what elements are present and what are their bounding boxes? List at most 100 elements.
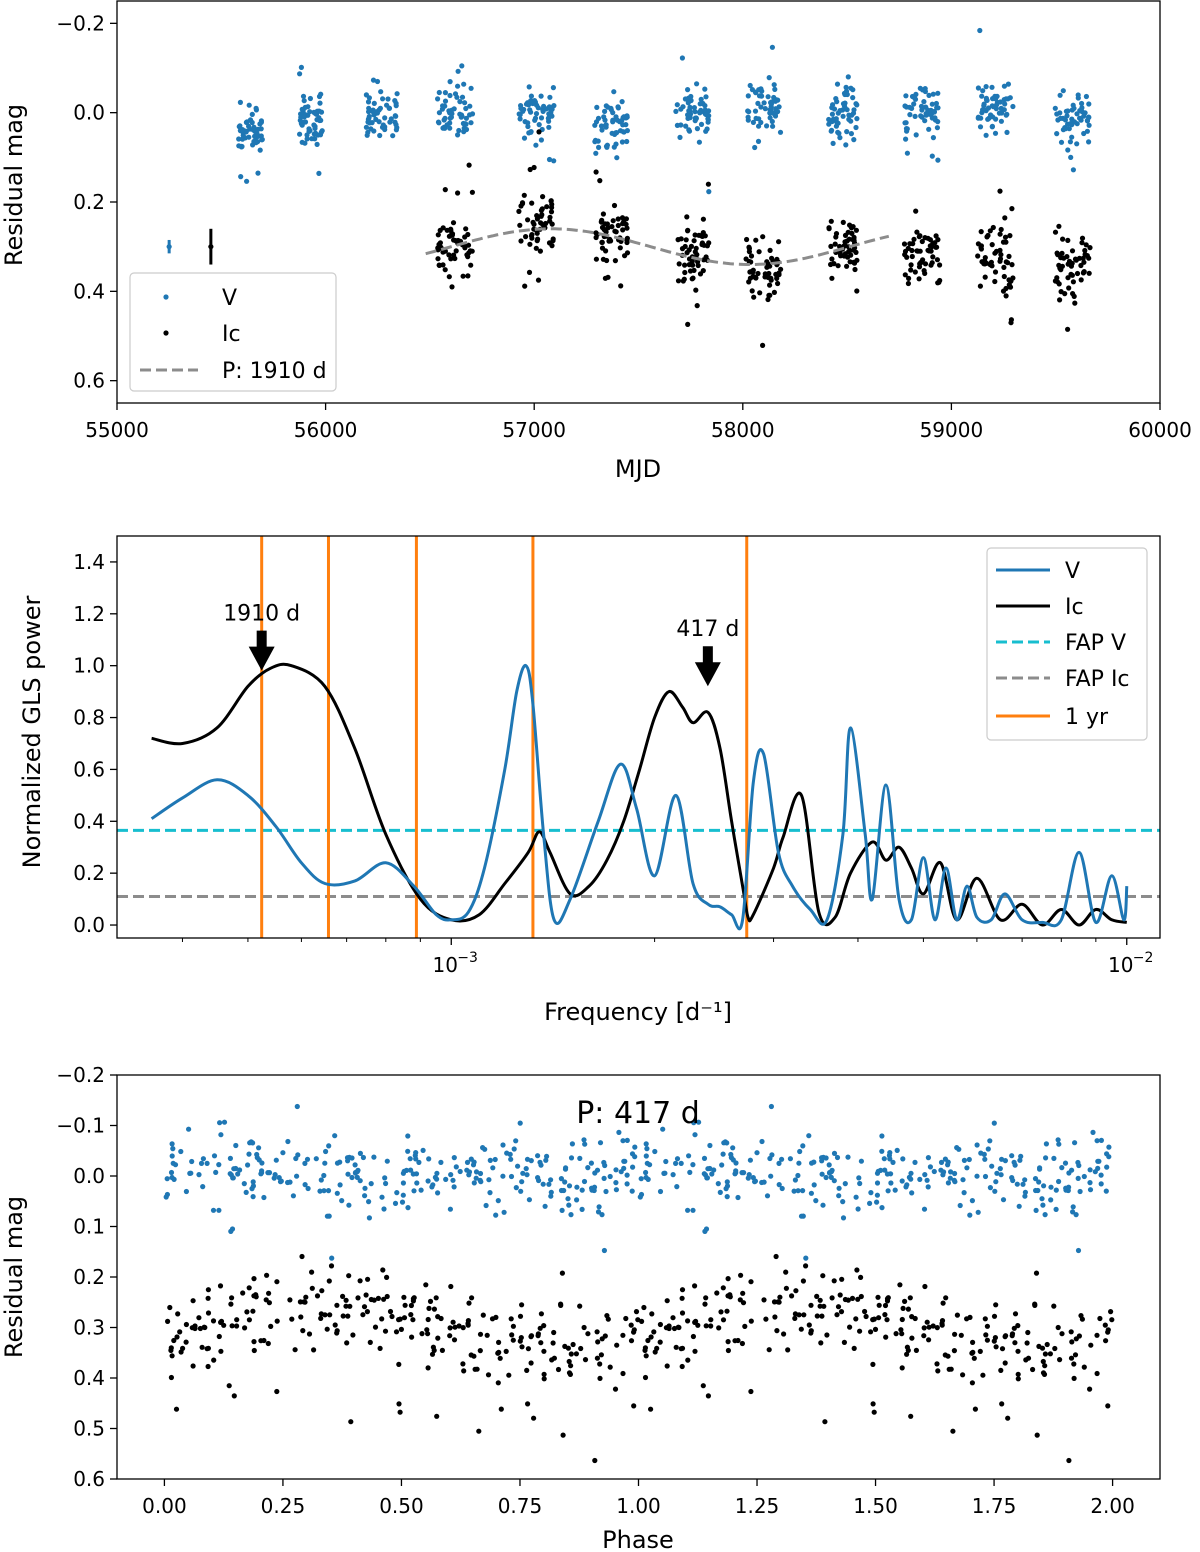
p3-v-point bbox=[513, 1185, 519, 1191]
p3-ic-point bbox=[570, 1341, 576, 1348]
p3-v-point bbox=[229, 1226, 236, 1232]
p3-ic-point bbox=[783, 1285, 790, 1291]
p3-ic-point bbox=[517, 1313, 524, 1319]
p3-v-point bbox=[601, 1159, 607, 1166]
p3-ic-point bbox=[347, 1303, 353, 1309]
p3-v-point bbox=[643, 1169, 649, 1176]
p3-v-point bbox=[1043, 1141, 1049, 1147]
p3-v-point bbox=[276, 1175, 282, 1181]
p1-ic-point bbox=[521, 192, 527, 198]
p3-ic-point bbox=[817, 1297, 823, 1303]
p3-ic-point bbox=[909, 1314, 915, 1320]
p2-arrow-1 bbox=[694, 646, 721, 687]
p3-v-point bbox=[443, 1176, 449, 1182]
p1-ic-point bbox=[468, 262, 474, 268]
p3-ic-point bbox=[495, 1350, 501, 1356]
p1-v-point bbox=[993, 116, 999, 122]
panel-phase-folded: 0.00 0.25 0.50 0.75 1.00 1.25 1.50 1.75 2.00−0.2… bbox=[0, 1063, 1161, 1552]
p3-v-point bbox=[1014, 1181, 1020, 1187]
p3-v-point bbox=[495, 1198, 501, 1204]
p1-v-point bbox=[843, 142, 849, 148]
p3-v-point bbox=[874, 1192, 881, 1198]
p1-v-point bbox=[1002, 101, 1008, 107]
p1-v-point bbox=[455, 132, 461, 138]
p1-ic-point bbox=[693, 287, 699, 293]
p1-v-point bbox=[459, 94, 466, 100]
p1-ic-point bbox=[1082, 247, 1088, 254]
p3-v-point bbox=[925, 1184, 931, 1190]
p3-v-point bbox=[302, 1182, 308, 1188]
p1-ic-point bbox=[829, 275, 835, 281]
p3-v-point bbox=[548, 1189, 554, 1195]
p1-v-point bbox=[249, 119, 255, 126]
p3-v-point bbox=[1048, 1197, 1054, 1203]
p3-ic-point bbox=[264, 1272, 270, 1278]
p3-ic-point bbox=[645, 1337, 651, 1344]
p3-ic-point bbox=[408, 1302, 414, 1309]
p3-v-point bbox=[638, 1176, 644, 1182]
p3-ic-point bbox=[1025, 1355, 1032, 1361]
p3-v-point bbox=[754, 1150, 760, 1156]
p3-ic-point bbox=[541, 1371, 547, 1377]
p2-ylabel: Normalized GLS power bbox=[18, 596, 46, 869]
p1-ic-point bbox=[746, 245, 753, 252]
p3-v-point bbox=[704, 1175, 710, 1181]
p1-ic-point bbox=[549, 221, 555, 227]
p1-v-point bbox=[933, 100, 940, 107]
p3-v-point bbox=[1098, 1137, 1104, 1143]
p1-v-point bbox=[1060, 88, 1066, 94]
p1-v-point bbox=[611, 144, 617, 150]
p3-ic-point bbox=[922, 1283, 928, 1290]
p1-v-point bbox=[623, 122, 629, 128]
p3-v-point bbox=[768, 1103, 775, 1110]
p3-v-point bbox=[884, 1171, 891, 1177]
p1-ic-point bbox=[998, 252, 1004, 258]
p3-ic-point bbox=[435, 1314, 441, 1320]
p1-v-point bbox=[1068, 154, 1074, 160]
p1-ic-point bbox=[1009, 262, 1015, 268]
p3-v-point bbox=[1032, 1176, 1039, 1182]
p3-ic-point bbox=[171, 1337, 177, 1344]
p3-v-point bbox=[961, 1157, 968, 1163]
p3-v-point bbox=[339, 1198, 345, 1204]
p1-ic-point bbox=[608, 238, 614, 244]
p3-ic-point bbox=[899, 1316, 905, 1323]
p1-ic-point bbox=[549, 243, 555, 249]
p3-v-point bbox=[733, 1160, 739, 1166]
p1-ic-point bbox=[765, 296, 771, 303]
p3-ic-point bbox=[169, 1353, 175, 1359]
p1-ic-point bbox=[831, 261, 837, 267]
p3-ic-point bbox=[229, 1295, 235, 1301]
p1-ic-point bbox=[466, 162, 472, 168]
p1-ic-point bbox=[1001, 273, 1007, 280]
p1-ic-point bbox=[832, 241, 838, 247]
p3-ic-point bbox=[971, 1355, 977, 1361]
p3-v-point bbox=[1017, 1157, 1023, 1163]
p3-v-point bbox=[1056, 1141, 1062, 1147]
p1-v-point bbox=[1086, 114, 1092, 120]
p3-ic-point bbox=[573, 1351, 580, 1357]
p2-ytick-label: 0.0 bbox=[73, 913, 105, 937]
p3-v-point bbox=[569, 1141, 576, 1147]
p3-ic-point bbox=[447, 1325, 453, 1331]
p3-v-point bbox=[434, 1170, 440, 1176]
p3-v-point bbox=[574, 1184, 580, 1190]
p3-ic-point bbox=[381, 1296, 387, 1302]
p3-v-point bbox=[1036, 1179, 1042, 1185]
p1-ic-point bbox=[1001, 264, 1007, 270]
p3-ic-point bbox=[781, 1331, 787, 1337]
p3-ic-point bbox=[692, 1348, 698, 1354]
p1-v-point bbox=[456, 127, 462, 134]
p1-v-point bbox=[997, 99, 1003, 105]
p3-v-point bbox=[245, 1162, 251, 1168]
p1-v-point bbox=[980, 107, 986, 113]
p3-v-point bbox=[1090, 1129, 1096, 1135]
p1-v-point bbox=[853, 101, 859, 107]
p1-v-point bbox=[904, 150, 911, 156]
p3-ic-point bbox=[777, 1294, 783, 1300]
p1-v-point bbox=[435, 96, 441, 102]
p3-ic-point bbox=[803, 1263, 809, 1269]
p1-v-point bbox=[611, 89, 617, 95]
p3-ic-point bbox=[300, 1328, 306, 1334]
p3-v-point bbox=[994, 1170, 1000, 1176]
